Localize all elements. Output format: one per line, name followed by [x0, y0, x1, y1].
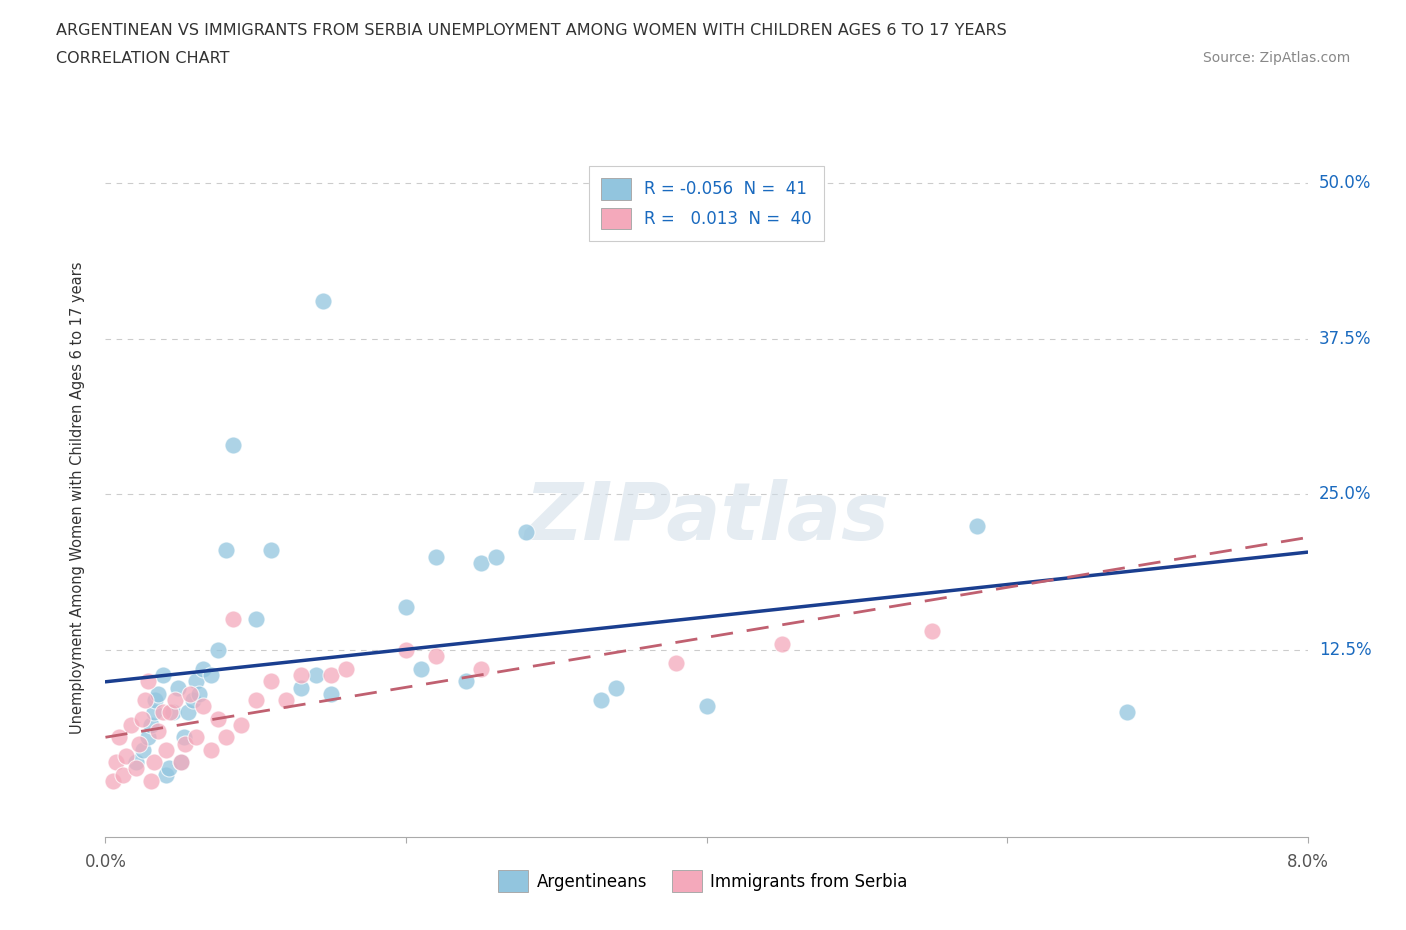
Point [124, 755, 146, 770]
Point [139, 717, 162, 732]
Point [191, 698, 214, 713]
Point [177, 705, 200, 720]
Point [120, 717, 142, 732]
Text: 50.0%: 50.0% [1319, 174, 1371, 192]
Point [214, 730, 236, 745]
Point [108, 730, 131, 745]
Point [104, 755, 127, 770]
Point [207, 643, 229, 658]
Point [142, 705, 165, 720]
Text: 8.0%: 8.0% [1286, 853, 1329, 871]
Point [222, 612, 245, 627]
Point [136, 730, 159, 745]
Point [1116, 705, 1139, 720]
Point [207, 711, 229, 726]
Point [290, 668, 312, 683]
Point [454, 674, 477, 689]
Y-axis label: Unemployment Among Women with Children Ages 6 to 17 years: Unemployment Among Women with Children A… [70, 261, 84, 734]
Text: 37.5%: 37.5% [1319, 330, 1371, 348]
Point [184, 730, 207, 745]
Point [425, 550, 447, 565]
Point [274, 693, 297, 708]
Point [131, 711, 153, 726]
Point [101, 774, 124, 789]
Point [395, 599, 418, 614]
Point [124, 761, 146, 776]
Point [260, 674, 283, 689]
Point [136, 674, 159, 689]
Point [409, 661, 432, 676]
Text: ZIPatlas: ZIPatlas [524, 479, 889, 557]
Point [146, 724, 169, 738]
Point [260, 543, 283, 558]
Point [305, 668, 328, 683]
Point [770, 636, 793, 651]
Legend: R = -0.056  N =  41, R =   0.013  N =  40: R = -0.056 N = 41, R = 0.013 N = 40 [589, 166, 824, 241]
Point [174, 737, 197, 751]
Point [245, 693, 267, 708]
Point [485, 550, 508, 565]
Point [665, 655, 688, 670]
Point [169, 755, 191, 770]
Point [143, 693, 166, 708]
Point [696, 698, 718, 713]
Point [112, 767, 135, 782]
Point [134, 693, 156, 708]
Point [152, 705, 174, 720]
Legend: Argentineans, Immigrants from Serbia: Argentineans, Immigrants from Serbia [492, 864, 914, 898]
Point [319, 668, 342, 683]
Point [132, 742, 155, 757]
Point [155, 742, 177, 757]
Text: 0.0%: 0.0% [84, 853, 127, 871]
Point [395, 643, 418, 658]
Point [425, 649, 447, 664]
Text: CORRELATION CHART: CORRELATION CHART [56, 51, 229, 66]
Point [187, 686, 209, 701]
Point [152, 668, 174, 683]
Point [162, 705, 184, 720]
Point [179, 686, 201, 701]
Point [184, 674, 207, 689]
Point [181, 693, 204, 708]
Point [245, 612, 267, 627]
Point [335, 661, 357, 676]
Point [966, 518, 988, 533]
Point [222, 437, 245, 452]
Point [169, 755, 191, 770]
Point [921, 624, 943, 639]
Point [591, 693, 613, 708]
Point [128, 737, 150, 751]
Point [319, 686, 342, 701]
Text: 12.5%: 12.5% [1319, 641, 1371, 659]
Point [157, 761, 180, 776]
Text: Source: ZipAtlas.com: Source: ZipAtlas.com [1202, 51, 1350, 65]
Point [214, 543, 236, 558]
Text: 25.0%: 25.0% [1319, 485, 1371, 503]
Point [163, 693, 186, 708]
Point [142, 755, 165, 770]
Point [155, 767, 177, 782]
Point [191, 661, 214, 676]
Point [470, 661, 492, 676]
Point [115, 749, 138, 764]
Point [159, 705, 181, 720]
Point [166, 680, 188, 695]
Point [200, 668, 222, 683]
Point [173, 730, 195, 745]
Point [229, 717, 252, 732]
Point [312, 294, 335, 309]
Point [515, 525, 537, 539]
Point [200, 742, 222, 757]
Point [139, 774, 162, 789]
Point [605, 680, 627, 695]
Point [470, 555, 492, 570]
Point [290, 680, 312, 695]
Text: ARGENTINEAN VS IMMIGRANTS FROM SERBIA UNEMPLOYMENT AMONG WOMEN WITH CHILDREN AGE: ARGENTINEAN VS IMMIGRANTS FROM SERBIA UN… [56, 23, 1007, 38]
Point [146, 686, 169, 701]
